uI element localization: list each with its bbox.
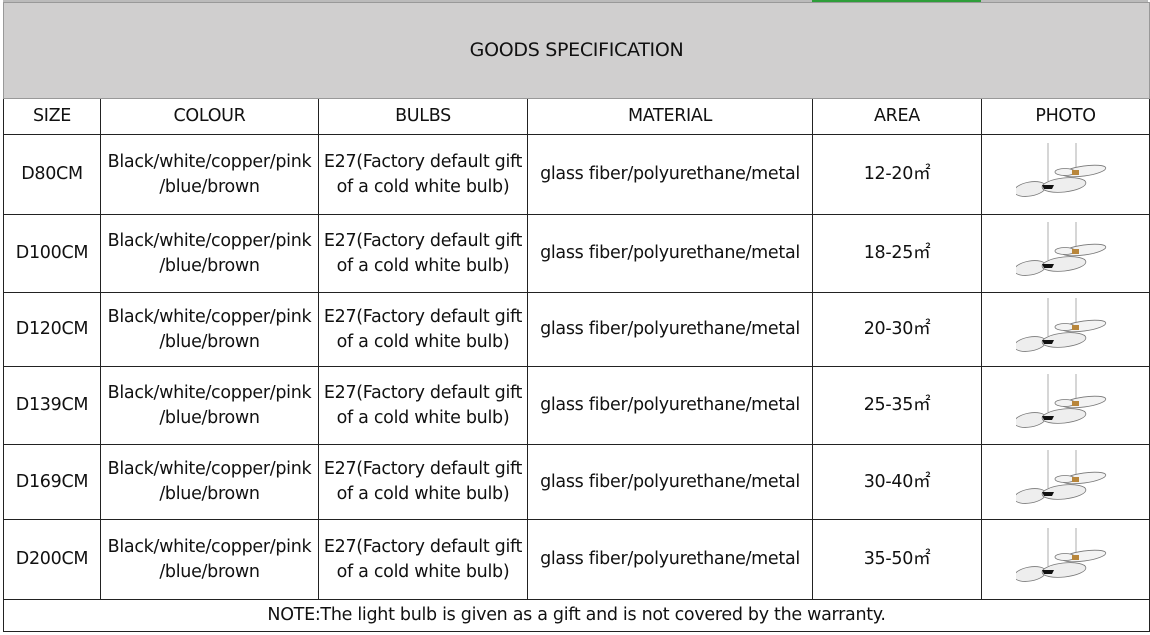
header-area: AREA — [812, 98, 982, 135]
bulbs-line-1: E27(Factory default gift — [323, 459, 523, 479]
material-cell: glass fiber/polyurethane/metal — [527, 292, 813, 367]
pendant-lamp-image — [1015, 297, 1106, 352]
bulbs-cell: E27(Factory default gift of a cold white … — [318, 444, 528, 520]
material-cell: glass fiber/polyurethane/metal — [527, 519, 813, 600]
pendant-lamp-image — [1015, 373, 1106, 428]
bulbs-cell: E27(Factory default gift of a cold white … — [318, 214, 528, 293]
area-cell: 20-30㎡ — [812, 292, 982, 367]
area-cell: 35-50㎡ — [812, 519, 982, 600]
photo-cell — [980, 366, 1150, 445]
header-photo: PHOTO — [980, 98, 1150, 135]
colour-line-2: /blue/brown — [159, 331, 260, 352]
colour-line-1: Black/white/copper/pink — [107, 230, 312, 251]
colour-line-2: /blue/brown — [159, 484, 260, 504]
area-cell: 12-20㎡ — [812, 134, 982, 215]
colour-line-2: /blue/brown — [159, 407, 260, 428]
bulbs-cell: E27(Factory default gift of a cold white … — [318, 366, 528, 445]
header-colour: COLOUR — [100, 98, 319, 135]
table-row: D120CM Black/white/copper/pink/blue/brow… — [3, 292, 1150, 367]
colour-line-2: /blue/brown — [159, 255, 260, 276]
colour-line-2: /blue/brown — [159, 176, 260, 197]
table-row: D80CM Black/white/copper/pink/blue/brown… — [3, 134, 1150, 215]
material-cell: glass fiber/polyurethane/metal — [527, 444, 813, 520]
colour-cell: Black/white/copper/pink/blue/brown — [100, 292, 319, 367]
bulbs-cell: E27(Factory default gift of a cold white … — [318, 134, 528, 215]
bulbs-line-2: of a cold white bulb) — [336, 484, 510, 504]
header-material: MATERIAL — [527, 98, 813, 135]
bulbs-line-1: E27(Factory default gift — [323, 536, 523, 557]
colour-line-1: Black/white/copper/pink — [107, 459, 312, 479]
colour-line-2: /blue/brown — [159, 561, 260, 582]
pendant-lamp-image — [1015, 450, 1106, 504]
photo-cell — [980, 519, 1150, 600]
size-cell: D100CM — [3, 214, 101, 293]
area-cell: 25-35㎡ — [812, 366, 982, 445]
colour-cell: Black/white/copper/pink/blue/brown — [100, 444, 319, 520]
table-row: D100CM Black/white/copper/pink/blue/brow… — [3, 214, 1150, 293]
colour-cell: Black/white/copper/pink/blue/brown — [100, 366, 319, 445]
bulbs-line-2: of a cold white bulb) — [336, 176, 510, 197]
material-cell: glass fiber/polyurethane/metal — [527, 214, 813, 293]
bulbs-line-2: of a cold white bulb) — [336, 331, 510, 352]
area-cell: 18-25㎡ — [812, 214, 982, 293]
colour-line-1: Black/white/copper/pink — [107, 306, 312, 327]
photo-cell — [980, 134, 1150, 215]
pendant-lamp-image — [1015, 527, 1106, 582]
table-row: D169CM Black/white/copper/pink/blue/brow… — [3, 444, 1150, 520]
colour-cell: Black/white/copper/pink/blue/brown — [100, 134, 319, 215]
photo-cell — [980, 292, 1150, 367]
size-cell: D200CM — [3, 519, 101, 600]
bulbs-line-2: of a cold white bulb) — [336, 561, 510, 582]
photo-cell — [980, 444, 1150, 520]
size-cell: D139CM — [3, 366, 101, 445]
photo-cell — [980, 214, 1150, 293]
table-row: D139CM Black/white/copper/pink/blue/brow… — [3, 366, 1150, 445]
size-cell: D80CM — [3, 134, 101, 215]
colour-line-1: Black/white/copper/pink — [107, 151, 312, 172]
colour-cell: Black/white/copper/pink/blue/brown — [100, 214, 319, 293]
warranty-note: NOTE:The light bulb is given as a gift a… — [2, 599, 1150, 632]
bulbs-line-1: E27(Factory default gift — [323, 306, 523, 327]
top-border — [3, 0, 1148, 2]
pendant-lamp-image — [1015, 142, 1106, 197]
header-size: SIZE — [3, 98, 101, 135]
header-bulbs: BULBS — [318, 98, 528, 135]
material-cell: glass fiber/polyurethane/metal — [527, 366, 813, 445]
table-title: GOODS SPECIFICATION — [2, 2, 1150, 99]
area-cell: 30-40㎡ — [812, 444, 982, 520]
pendant-lamp-image — [1015, 221, 1106, 276]
size-cell: D120CM — [3, 292, 101, 367]
bulbs-line-1: E27(Factory default gift — [323, 230, 523, 251]
table-row: D200CM Black/white/copper/pink/blue/brow… — [3, 519, 1150, 600]
material-cell: glass fiber/polyurethane/metal — [527, 134, 813, 215]
colour-line-1: Black/white/copper/pink — [107, 382, 312, 403]
bulbs-line-1: E27(Factory default gift — [323, 151, 523, 172]
bulbs-line-1: E27(Factory default gift — [323, 382, 523, 403]
active-indicator — [812, 0, 981, 3]
size-cell: D169CM — [3, 444, 101, 520]
bulbs-line-2: of a cold white bulb) — [336, 255, 510, 276]
bulbs-cell: E27(Factory default gift of a cold white … — [318, 519, 528, 600]
bulbs-line-2: of a cold white bulb) — [336, 407, 510, 428]
colour-line-1: Black/white/copper/pink — [107, 536, 312, 557]
bulbs-cell: E27(Factory default gift of a cold white … — [318, 292, 528, 367]
colour-cell: Black/white/copper/pink/blue/brown — [100, 519, 319, 600]
